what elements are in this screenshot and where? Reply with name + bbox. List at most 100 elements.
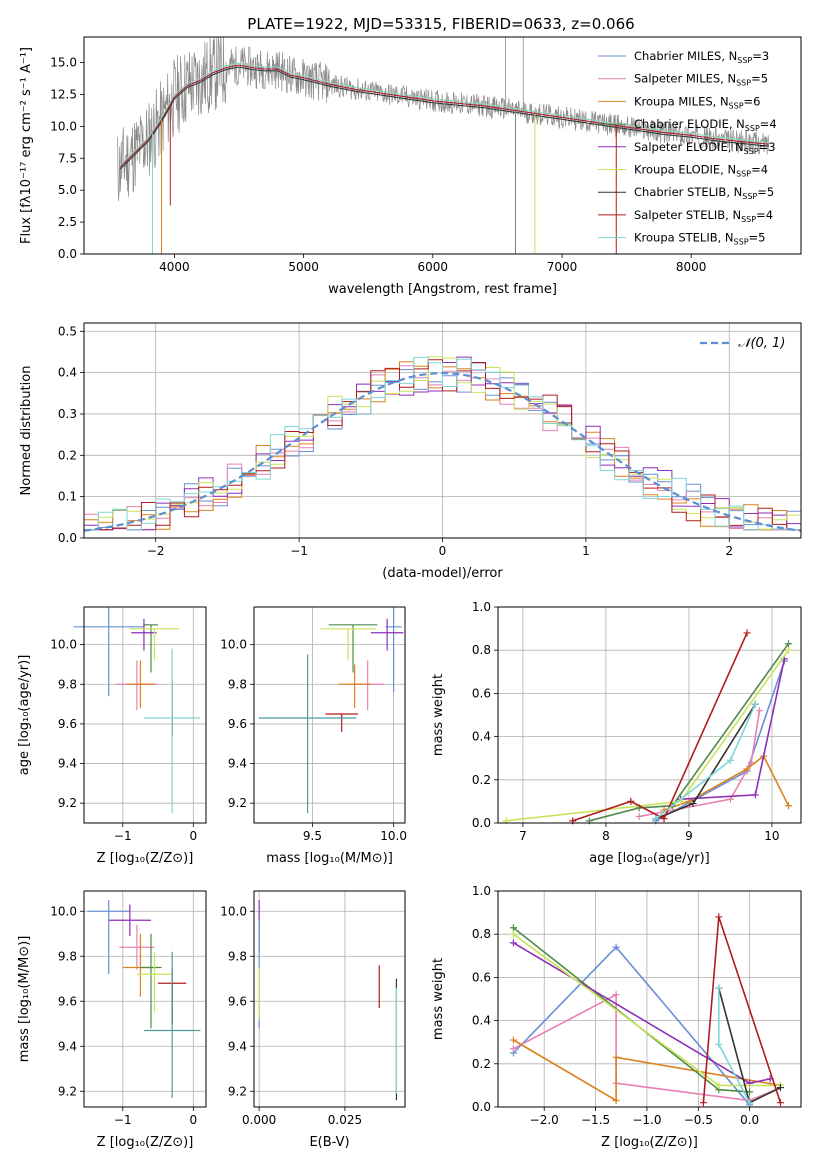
axes: 0.000 0.025 9.2 9.4 9.6 9.8 10.0 E(B-V) bbox=[220, 890, 406, 1150]
plot-area bbox=[258, 607, 404, 814]
y-tick-label: 0.0 bbox=[58, 247, 77, 261]
y-tick-label: 9.2 bbox=[58, 796, 77, 810]
legend-entry: Kroupa MILES, NSSP=6 bbox=[634, 94, 760, 110]
weight-marker bbox=[785, 802, 793, 810]
y-tick-label: 9.2 bbox=[228, 796, 247, 810]
errorbar-point bbox=[87, 900, 130, 975]
weight-marker bbox=[699, 1099, 707, 1107]
errorbar-point bbox=[122, 933, 159, 997]
weight-series bbox=[638, 710, 761, 818]
legend-subscript: SSP bbox=[736, 170, 751, 179]
weight-marker bbox=[751, 700, 759, 708]
y-tick-label: 9.6 bbox=[228, 717, 247, 731]
weight-series bbox=[512, 927, 750, 1093]
panel-spectrum: 4000 5000 6000 7000 8000 0.0 2.5 5.0 7.5 10.0 12.5… bbox=[19, 36, 802, 297]
plot-area bbox=[258, 900, 398, 1101]
x-tick-label: −1.0 bbox=[632, 1113, 661, 1127]
legend-label: Salpeter MILES, N bbox=[634, 72, 736, 86]
x-tick-label: −0.5 bbox=[684, 1113, 713, 1127]
errorbar-point bbox=[129, 628, 180, 661]
figure-title: PLATE=1922, MJD=53315, FIBERID=0633, z=0… bbox=[247, 15, 634, 33]
observed-spectrum bbox=[117, 37, 770, 202]
panel-residual-histogram: −2 −1 0 1 2 0.0 0.1 0.2 0.3 0.4 0.5 (data-model)/er… bbox=[19, 322, 802, 581]
y-tick-label: 10.0 bbox=[50, 904, 77, 918]
legend-suffix: =5 bbox=[757, 185, 774, 199]
errorbar-point bbox=[73, 607, 144, 697]
errorbar-point bbox=[143, 951, 201, 1098]
errorbar-point bbox=[108, 904, 151, 936]
y-tick-label: 9.4 bbox=[228, 1039, 247, 1053]
x-tick-label: −2.0 bbox=[530, 1113, 559, 1127]
y-tick-label: 0.8 bbox=[472, 927, 491, 941]
legend-entry: Chabrier MILES, NSSP=3 bbox=[634, 49, 769, 65]
legend-label: Kroupa MILES, N bbox=[634, 94, 729, 108]
x-tick-label: 8 bbox=[602, 829, 610, 843]
errorbar-point bbox=[143, 624, 159, 673]
legend-suffix: =3 bbox=[759, 140, 776, 154]
axes-frame bbox=[83, 322, 802, 539]
axes: 7 8 9 10 0.0 0.2 0.4 0.6 0.8 1.0 age [log₁₀(age/yr… bbox=[431, 600, 802, 866]
panel-mass-vs-EBV: 0.000 0.025 9.2 9.4 9.6 9.8 10.0 E(B-V) bbox=[220, 890, 406, 1150]
errorbar-point bbox=[325, 713, 358, 732]
y-axis-label: mass weight bbox=[431, 958, 446, 1040]
x-tick-label: 2 bbox=[725, 544, 733, 558]
plot-area bbox=[73, 607, 201, 814]
legend-entry: Chabrier STELIB, NSSP=5 bbox=[634, 185, 774, 201]
weight-marker bbox=[726, 756, 734, 764]
y-tick-label: 0.4 bbox=[58, 366, 77, 380]
weight-marker bbox=[689, 800, 697, 808]
legend-label: Salpeter ELODIE, N bbox=[634, 140, 744, 154]
y-tick-label: 12.5 bbox=[50, 87, 77, 101]
weight-marker bbox=[509, 924, 517, 932]
legend-entry: Kroupa STELIB, NSSP=5 bbox=[634, 231, 765, 247]
y-tick-label: 9.8 bbox=[228, 949, 247, 963]
errorbar-point bbox=[140, 933, 162, 1029]
x-tick-label: 0.025 bbox=[328, 1113, 362, 1127]
legend-label: Chabrier MILES, N bbox=[634, 49, 737, 63]
weight-marker bbox=[652, 815, 660, 823]
x-axis-label: wavelength [Angstrom, rest frame] bbox=[328, 282, 557, 297]
y-axis-label: mass weight bbox=[431, 674, 446, 756]
legend-entry: Chabrier ELODIE, NSSP=4 bbox=[634, 117, 777, 133]
legend-subscript: SSP bbox=[737, 56, 752, 65]
weight-marker bbox=[715, 984, 723, 992]
x-tick-label: 5000 bbox=[288, 260, 319, 274]
y-tick-label: 0.3 bbox=[58, 407, 77, 421]
x-tick-label: −1 bbox=[114, 1113, 132, 1127]
y-tick-label: 0.2 bbox=[58, 448, 77, 462]
errorbar-point bbox=[258, 654, 357, 814]
axes-frame bbox=[83, 36, 802, 255]
y-tick-label: 0.6 bbox=[472, 970, 491, 984]
x-tick-label: 9 bbox=[685, 829, 693, 843]
axes-frame bbox=[497, 890, 802, 1108]
x-tick-label: 10.0 bbox=[380, 829, 407, 843]
weight-marker bbox=[776, 1099, 784, 1107]
y-tick-label: 0.4 bbox=[472, 730, 491, 744]
legend-suffix: =3 bbox=[752, 49, 769, 63]
y-tick-label: 0.1 bbox=[58, 490, 77, 504]
x-tick-label: −1 bbox=[114, 829, 132, 843]
legend: 𝒩(0, 1) bbox=[700, 336, 785, 351]
x-axis-label: E(B-V) bbox=[309, 1135, 349, 1150]
weight-marker bbox=[743, 629, 751, 637]
x-axis-label: mass [log₁₀(M/M⊙)] bbox=[266, 851, 393, 866]
plot-area bbox=[509, 913, 784, 1109]
weight-series bbox=[572, 632, 748, 822]
x-tick-label: 0.0 bbox=[740, 1113, 759, 1127]
weight-marker bbox=[509, 1036, 517, 1044]
plot-area bbox=[502, 629, 793, 825]
weight-series bbox=[655, 703, 756, 820]
weight-series bbox=[589, 643, 790, 822]
y-tick-label: 9.4 bbox=[228, 757, 247, 771]
x-axis-label: Z [log₁₀(Z/Z⊙)] bbox=[97, 851, 194, 866]
axes: −2.0 −1.5 −1.0 −0.5 0.0 0.0 0.2 0.4 0.6 0.8 1.0 Z [… bbox=[431, 884, 802, 1150]
legend-label: Kroupa ELODIE, N bbox=[634, 163, 736, 177]
legend-suffix: =4 bbox=[756, 208, 773, 222]
y-tick-label: 0.6 bbox=[472, 686, 491, 700]
y-tick-label: 0.2 bbox=[472, 1057, 491, 1071]
errorbar-point bbox=[131, 618, 157, 651]
legend-entry: Salpeter MILES, NSSP=5 bbox=[634, 72, 768, 88]
weight-marker bbox=[612, 991, 620, 999]
axes-frame bbox=[83, 890, 207, 1108]
